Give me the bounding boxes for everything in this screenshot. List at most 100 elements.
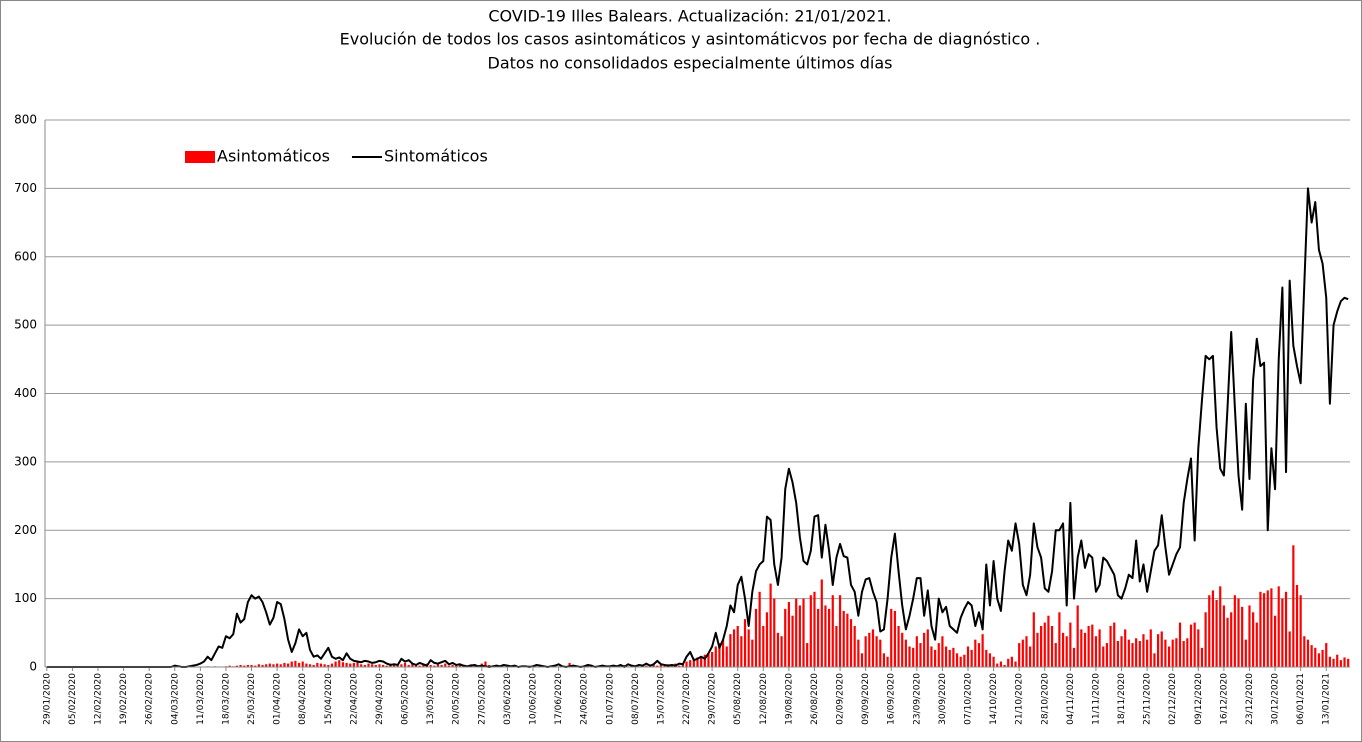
bar (1186, 638, 1189, 667)
bar (330, 663, 334, 667)
x-tick-label: 19/08/2020 (784, 673, 794, 725)
bar (1047, 615, 1050, 667)
bar (725, 646, 728, 667)
y-tick-label: 0 (29, 660, 37, 674)
bar (374, 664, 377, 667)
bar (1273, 615, 1277, 667)
bar (871, 629, 875, 667)
bar (970, 649, 973, 667)
bar (1021, 639, 1024, 667)
bar (937, 643, 940, 667)
bar (1029, 646, 1032, 667)
bar (447, 665, 451, 667)
bar (743, 619, 747, 667)
bar (1347, 658, 1350, 667)
bar (1146, 639, 1149, 667)
bar (228, 665, 231, 667)
bar (1065, 636, 1068, 667)
bar (1098, 629, 1101, 667)
bar (1131, 643, 1134, 667)
bar (652, 664, 655, 667)
bar (908, 646, 911, 667)
bar (901, 632, 904, 667)
bar (893, 610, 896, 667)
chart-title: Datos no consolidados especialmente últi… (488, 54, 893, 73)
bar (451, 664, 454, 667)
x-tick-label: 30/09/2020 (938, 673, 948, 725)
bar (659, 664, 663, 667)
bar (1215, 599, 1218, 667)
bar (1252, 612, 1255, 667)
bar (1237, 598, 1240, 667)
bar (882, 653, 886, 667)
bar (286, 663, 290, 667)
bar (1270, 588, 1273, 667)
bar (711, 651, 714, 667)
bar (765, 612, 769, 667)
bar (1266, 590, 1269, 667)
bar (1032, 612, 1035, 667)
bar (1124, 629, 1127, 667)
bar (992, 656, 995, 667)
bar (1259, 591, 1262, 667)
bar (276, 663, 279, 667)
bar (436, 664, 440, 667)
bar (1244, 639, 1247, 667)
bar (305, 663, 308, 667)
x-tick-label: 19/02/2020 (119, 673, 129, 725)
bar (1149, 629, 1152, 667)
bar (1197, 629, 1200, 667)
line (46, 187, 1349, 668)
bar (272, 664, 275, 667)
bar (312, 664, 315, 667)
bar (955, 653, 959, 667)
bar (586, 665, 589, 667)
bar (1007, 658, 1010, 667)
bar (235, 665, 239, 667)
bar (791, 615, 794, 667)
bar (809, 595, 812, 667)
x-tick-label: 26/08/2020 (810, 673, 820, 725)
bar (787, 602, 790, 667)
bar (769, 583, 772, 667)
x-tick-label: 21/10/2020 (1015, 673, 1025, 725)
bar (890, 608, 893, 667)
bar (411, 663, 414, 667)
bar (864, 636, 867, 667)
x-tick-label: 12/02/2020 (94, 673, 104, 725)
bar (1317, 653, 1321, 667)
legend-label: Asintomáticos (217, 147, 330, 166)
bar (360, 664, 363, 667)
bar (568, 662, 571, 667)
bar (319, 663, 323, 667)
bar (297, 662, 301, 667)
y-tick-label: 600 (14, 249, 37, 263)
bar (1336, 654, 1339, 667)
bar (1135, 638, 1138, 667)
bar (1332, 658, 1335, 667)
bar (860, 653, 864, 667)
bar (758, 591, 761, 667)
x-tick-label: 25/11/2020 (1143, 673, 1153, 725)
bar (696, 657, 699, 667)
y-tick-label: 300 (14, 454, 37, 468)
bar (780, 636, 783, 667)
bar (700, 656, 703, 667)
y-tick-label: 700 (14, 181, 37, 195)
bar (1306, 639, 1310, 667)
x-tick-label: 16/09/2020 (887, 673, 897, 725)
x-tick-label: 29/04/2020 (375, 673, 385, 725)
bar (1178, 622, 1182, 667)
bar (1277, 586, 1280, 667)
bar (268, 663, 271, 667)
bar (334, 661, 337, 667)
x-tick-label: 22/04/2020 (349, 673, 359, 725)
x-tick-label: 06/05/2020 (401, 673, 411, 725)
bar (747, 629, 750, 667)
bar (1160, 631, 1163, 667)
bar (1292, 545, 1295, 667)
bar (407, 664, 410, 667)
bar (1091, 624, 1094, 667)
bar (1325, 643, 1328, 667)
x-tick-label: 01/04/2020 (273, 673, 283, 725)
